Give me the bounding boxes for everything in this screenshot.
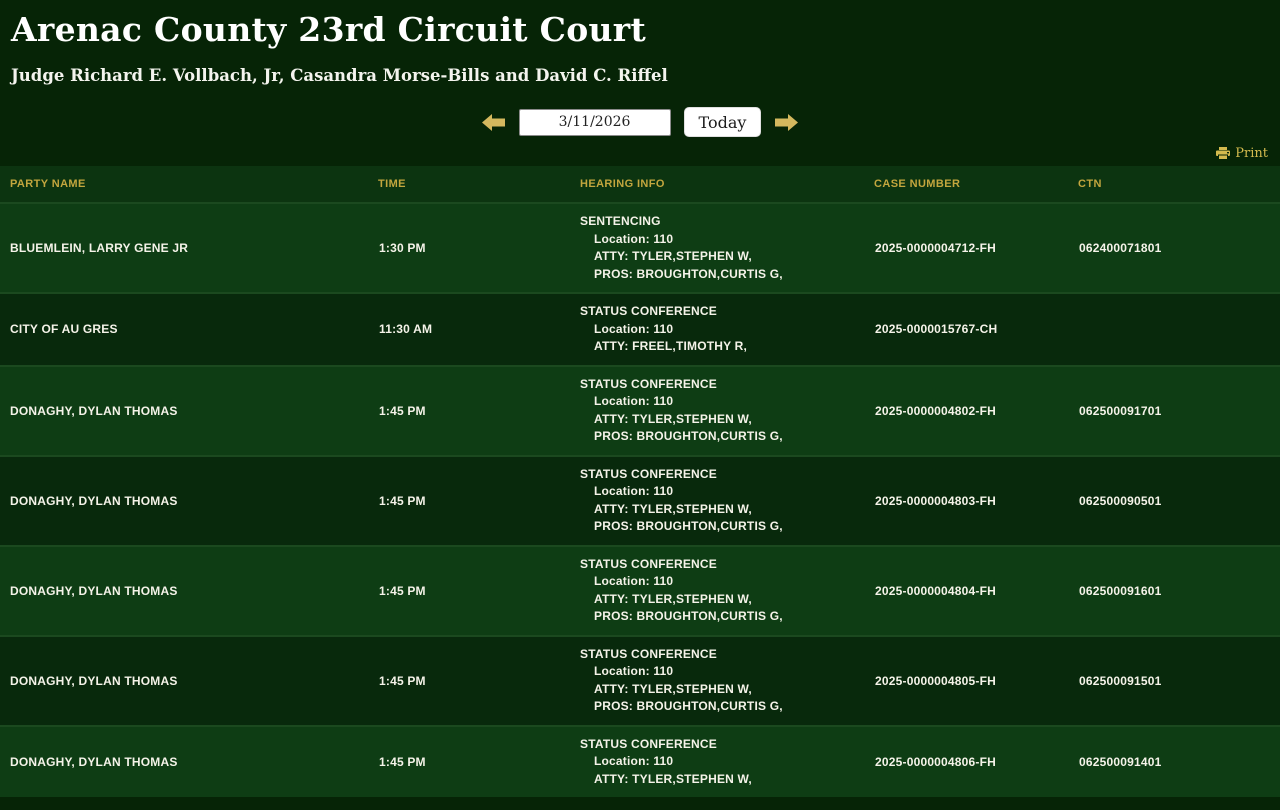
hearing-detail-line: ATTY: TYLER,STEPHEN W, xyxy=(594,411,752,426)
party-name-cell: DONAGHY, DYLAN THOMAS xyxy=(10,673,178,688)
hearing-detail-line: Location: 110 xyxy=(594,231,674,246)
hearing-detail-line: PROS: BROUGHTON,CURTIS G, xyxy=(594,609,783,623)
case-number-cell: 2025-0000004802-FH xyxy=(875,403,997,418)
hearing-detail-line: Location: 110 xyxy=(594,664,674,678)
next-day-button[interactable] xyxy=(774,113,799,132)
ctn-cell: 062500091701 xyxy=(1079,403,1162,418)
party-name-cell: DONAGHY, DYLAN THOMAS xyxy=(10,583,178,598)
table-row: BLUEMLEIN, LARRY GENE JR 1:30 PM SENTENC… xyxy=(0,203,1280,293)
hearing-detail-line: ATTY: TYLER,STEPHEN W, xyxy=(594,591,752,606)
hearing-detail-line: Location: 110 xyxy=(594,394,674,408)
time-cell: 1:45 PM xyxy=(379,754,426,769)
hearing-details: Location: 110 ATTY: TYLER,STEPHEN W, PROS:… xyxy=(580,573,874,626)
hearing-info-cell: STATUS CONFERENCE Location: 110 ATTY: TYL… xyxy=(580,636,874,726)
hearing-detail-line: PROS: BROUGHTON,CURTIS G, xyxy=(594,266,783,281)
hearing-info-cell: STATUS CONFERENCE Location: 110 ATTY: TYL… xyxy=(580,366,874,456)
table-row: DONAGHY, DYLAN THOMAS 1:45 PM STATUS CON… xyxy=(0,725,1280,798)
hearing-detail-line: ATTY: FREEL,TIMOTHY R, xyxy=(594,339,748,353)
hearing-detail-line: Location: 110 xyxy=(594,754,674,768)
table-row: DONAGHY, DYLAN THOMAS 1:45 PM STATUS CON… xyxy=(0,365,1280,456)
case-number-cell: 2025-0000015767-CH xyxy=(875,322,998,337)
hearing-info-cell: SENTENCING Location: 110 ATTY: TYLER,STEP… xyxy=(580,203,874,293)
hearing-type: STATUS CONFERENCE xyxy=(580,646,717,661)
ctn-cell: 062500091601 xyxy=(1079,583,1162,598)
table-row: CITY OF AU GRES 11:30 AM STATUS CONFEREN… xyxy=(0,293,1280,366)
hearing-detail-line: Location: 110 xyxy=(594,484,674,498)
column-header-party-name: PARTY NAME xyxy=(10,178,86,190)
party-name-cell: DONAGHY, DYLAN THOMAS xyxy=(10,493,178,508)
time-cell: 1:45 PM xyxy=(379,673,426,688)
hearing-detail-line: ATTY: TYLER,STEPHEN W, xyxy=(594,771,752,786)
hearing-detail-line: PROS: BROUGHTON,CURTIS G, xyxy=(594,699,783,713)
print-bar: Print xyxy=(0,146,1268,161)
hearing-info-cell: STATUS CONFERENCE Location: 110 ATTY: TYL… xyxy=(580,456,874,546)
time-cell: 1:30 PM xyxy=(379,241,426,255)
print-button[interactable]: Print xyxy=(1216,146,1268,161)
hearing-type: STATUS CONFERENCE xyxy=(580,304,717,318)
party-name-cell: BLUEMLEIN, LARRY GENE JR xyxy=(10,241,189,255)
time-cell: 1:45 PM xyxy=(379,493,426,508)
ctn-cell: 062500091501 xyxy=(1079,673,1162,688)
hearing-details: Location: 110 ATTY: TYLER,STEPHEN W, PROS:… xyxy=(580,663,874,716)
column-header-time: TIME xyxy=(378,178,406,190)
hearing-detail-line: Location: 110 xyxy=(594,321,674,336)
page-title: Arenac County 23rd Circuit Court xyxy=(11,10,647,49)
date-input[interactable] xyxy=(518,108,671,136)
table-header-row: PARTY NAME TIME HEARING INFO CASE NUMBER… xyxy=(0,166,1280,203)
date-navigation: Today xyxy=(0,106,1280,138)
time-cell: 1:45 PM xyxy=(379,583,426,598)
hearing-info-cell: STATUS CONFERENCE Location: 110 ATTY: TYL… xyxy=(580,726,874,798)
printer-icon xyxy=(1216,147,1231,160)
hearing-type: STATUS CONFERENCE xyxy=(580,736,717,751)
case-number-cell: 2025-0000004806-FH xyxy=(875,754,997,769)
hearing-detail-line: PROS: BROUGHTON,CURTIS G, xyxy=(594,519,783,533)
hearing-details: Location: 110 ATTY: TYLER,STEPHEN W, xyxy=(580,753,874,788)
ctn-cell: 062500091401 xyxy=(1079,754,1162,769)
hearing-type: STATUS CONFERENCE xyxy=(580,466,717,481)
table-row: DONAGHY, DYLAN THOMAS 1:45 PM STATUS CON… xyxy=(0,635,1280,726)
left-arrow-icon xyxy=(481,113,505,131)
hearing-detail-line: ATTY: TYLER,STEPHEN W, xyxy=(594,681,752,696)
party-name-cell: DONAGHY, DYLAN THOMAS xyxy=(10,403,178,418)
case-number-cell: 2025-0000004805-FH xyxy=(875,673,997,688)
column-header-ctn: CTN xyxy=(1078,178,1102,190)
hearing-details: Location: 110 ATTY: FREEL,TIMOTHY R, xyxy=(580,321,874,356)
party-name-cell: DONAGHY, DYLAN THOMAS xyxy=(10,754,178,769)
print-label: Print xyxy=(1235,146,1268,161)
hearings-table: PARTY NAME TIME HEARING INFO CASE NUMBER… xyxy=(0,166,1280,797)
case-number-cell: 2025-0000004803-FH xyxy=(875,493,997,508)
hearing-info-cell: STATUS CONFERENCE Location: 110 ATTY: FRE… xyxy=(580,293,874,366)
column-header-case-number: CASE NUMBER xyxy=(874,178,961,190)
hearing-type: SENTENCING xyxy=(580,214,661,228)
hearing-type: STATUS CONFERENCE xyxy=(580,556,717,571)
table-row: DONAGHY, DYLAN THOMAS 1:45 PM STATUS CON… xyxy=(0,545,1280,636)
time-cell: 11:30 AM xyxy=(379,322,433,337)
ctn-cell: 062400071801 xyxy=(1079,241,1162,255)
hearing-type: STATUS CONFERENCE xyxy=(580,376,717,391)
time-cell: 1:45 PM xyxy=(379,403,426,418)
today-button[interactable]: Today xyxy=(683,107,762,137)
column-header-hearing-info: HEARING INFO xyxy=(580,178,665,190)
hearing-details: Location: 110 ATTY: TYLER,STEPHEN W, PROS:… xyxy=(580,483,874,536)
judges-subtitle: Judge Richard E. Vollbach, Jr, Casandra … xyxy=(11,66,668,85)
party-name-cell: CITY OF AU GRES xyxy=(10,322,118,337)
hearing-details: Location: 110 ATTY: TYLER,STEPHEN W, PROS:… xyxy=(580,393,874,446)
ctn-cell xyxy=(1078,293,1280,366)
table-row: DONAGHY, DYLAN THOMAS 1:45 PM STATUS CON… xyxy=(0,455,1280,546)
hearing-info-cell: STATUS CONFERENCE Location: 110 ATTY: TYL… xyxy=(580,546,874,636)
hearing-detail-line: ATTY: TYLER,STEPHEN W, xyxy=(594,249,752,263)
case-number-cell: 2025-0000004804-FH xyxy=(875,583,997,598)
case-number-cell: 2025-0000004712-FH xyxy=(875,241,997,255)
right-arrow-icon xyxy=(775,113,799,131)
hearing-details: Location: 110 ATTY: TYLER,STEPHEN W, PROS:… xyxy=(580,231,874,284)
hearing-detail-line: PROS: BROUGHTON,CURTIS G, xyxy=(594,429,783,443)
ctn-cell: 062500090501 xyxy=(1079,493,1162,508)
prev-day-button[interactable] xyxy=(481,113,506,132)
hearing-detail-line: ATTY: TYLER,STEPHEN W, xyxy=(594,501,752,516)
hearing-detail-line: Location: 110 xyxy=(594,574,674,588)
